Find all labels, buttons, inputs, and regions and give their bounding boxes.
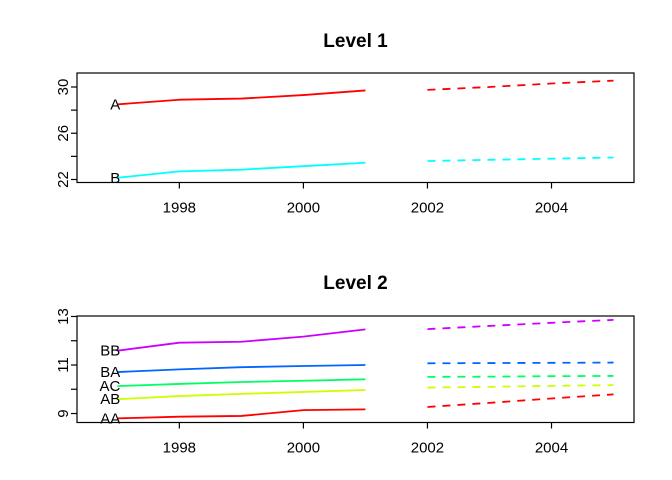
series-line-AC-historical [117, 378, 366, 388]
series-label-A: A [110, 96, 120, 113]
y-axis-tick-label: 11 [55, 357, 72, 373]
series-line-AB-historical [117, 389, 366, 401]
x-axis-tick-label: 1998 [163, 200, 196, 217]
series-line-BB-historical [117, 328, 366, 352]
chart-title-level-1: Level 1 [323, 31, 388, 52]
series-line-BB-forecast [427, 318, 614, 330]
series-line-A-historical [117, 89, 366, 106]
plot-box [76, 72, 635, 184]
series-label-AB: AB [100, 391, 120, 408]
y-axis-tick-label: 26 [55, 125, 72, 142]
series-label-AC: AC [99, 378, 120, 395]
series-line-B-historical [117, 161, 366, 179]
plot-box [76, 315, 635, 424]
x-axis-tick-label: 2000 [287, 200, 320, 217]
series-line-AA-historical [117, 408, 366, 420]
y-axis-tick-label: 13 [55, 308, 72, 325]
series-line-BA-historical [117, 364, 366, 373]
y-axis-tick-label: 9 [55, 409, 72, 417]
series-label-BB: BB [100, 343, 120, 360]
x-axis-tick-label: 2002 [411, 200, 444, 217]
series-line-AB-forecast [427, 384, 614, 389]
x-axis-tick-label: 2004 [535, 200, 568, 217]
series-label-BA: BA [100, 364, 120, 381]
x-axis-tick-label: 2002 [411, 440, 444, 457]
chart-title-level-2: Level 2 [323, 273, 388, 294]
x-axis-tick-label: 2004 [535, 440, 568, 457]
x-axis-tick-label: 2000 [287, 440, 320, 457]
series-line-BA-forecast [427, 361, 614, 365]
x-axis-tick-label: 1998 [163, 440, 196, 457]
y-axis-tick-label: 30 [55, 79, 72, 96]
series-line-AA-forecast [427, 393, 614, 408]
series-line-B-forecast [427, 156, 614, 162]
series-label-AA: AA [100, 410, 120, 427]
series-line-A-forecast [427, 79, 614, 91]
y-axis-tick-label: 22 [55, 171, 72, 188]
series-line-AC-forecast [427, 375, 614, 378]
series-label-B: B [110, 170, 120, 187]
line-chart-level-1: 1998 2000 2002 2004 22 26 30 A B [55, 72, 635, 217]
